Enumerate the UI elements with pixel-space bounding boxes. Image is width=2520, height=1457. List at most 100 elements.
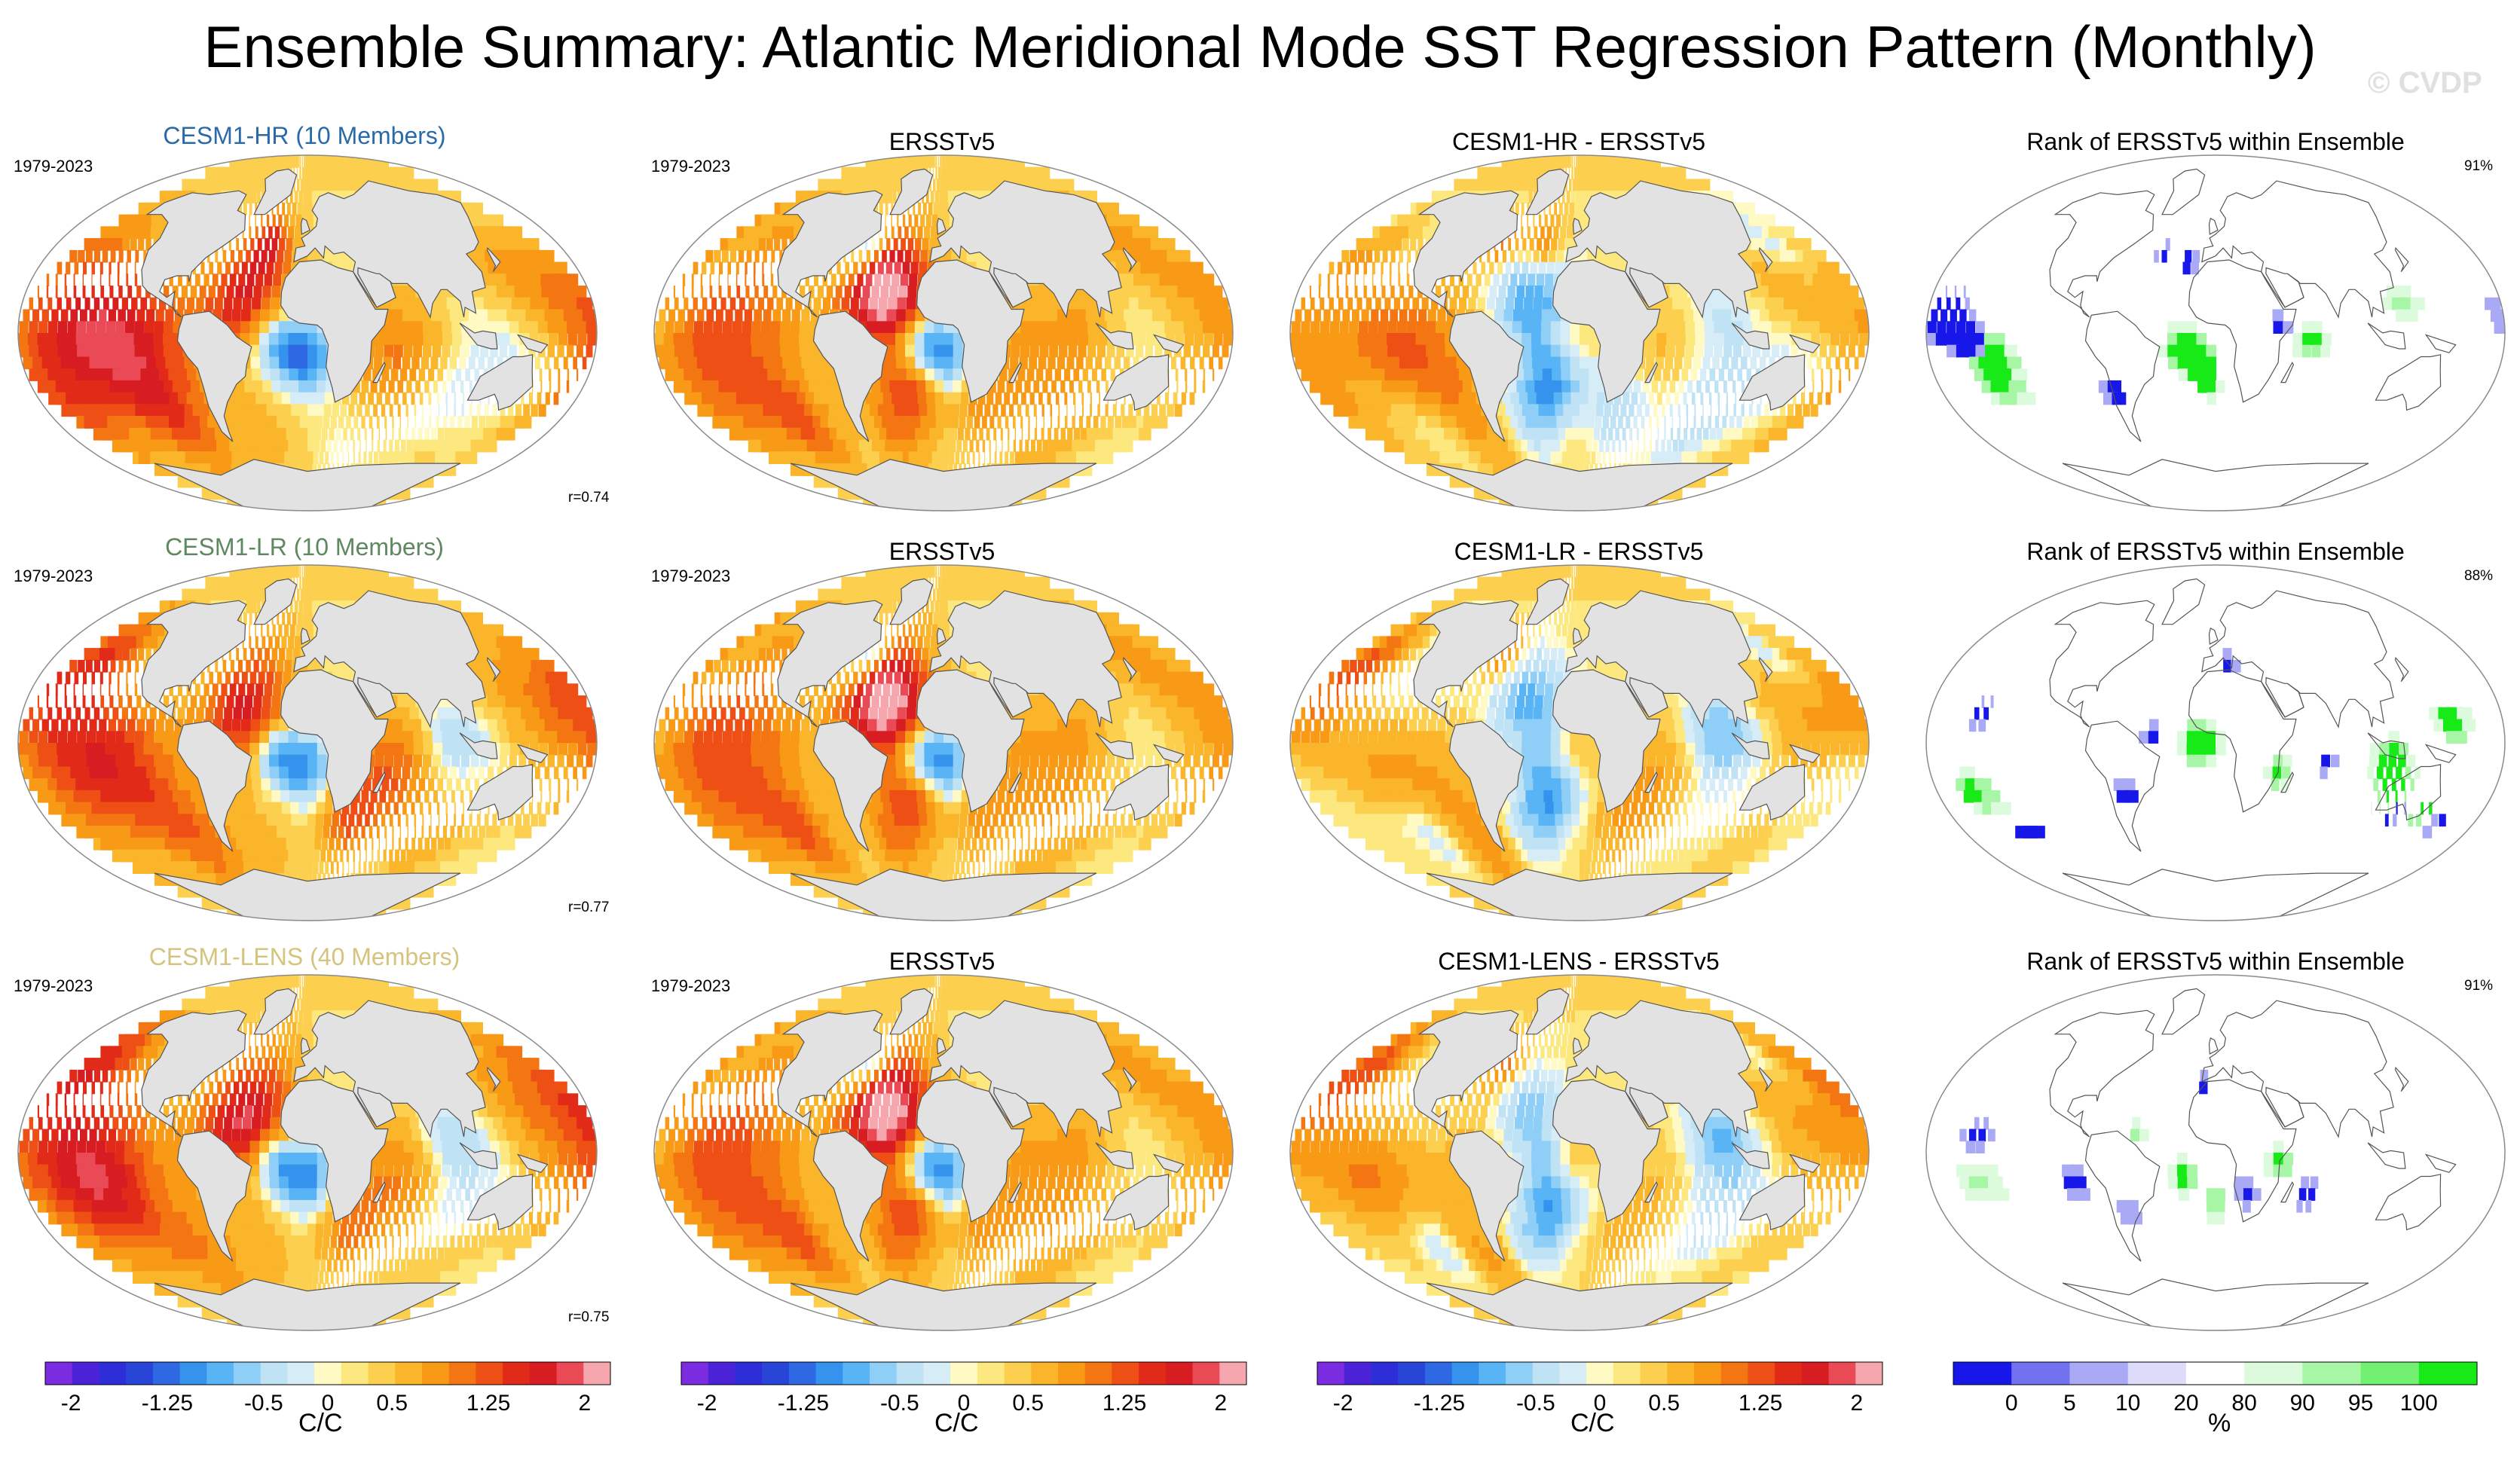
colorbar-swatch bbox=[708, 1362, 736, 1385]
colorbar-tick-label: -0.5 bbox=[880, 1391, 919, 1416]
colorbar-swatch bbox=[815, 1362, 843, 1385]
new-guinea-landmass bbox=[2424, 1153, 2457, 1173]
colorbar-swatch bbox=[1748, 1362, 1775, 1385]
madagascar-landmass bbox=[1644, 771, 1659, 793]
madagascar-landmass bbox=[2280, 362, 2295, 383]
colorbar-swatch bbox=[206, 1362, 234, 1385]
japan-landmass bbox=[1122, 246, 1137, 273]
japan-landmass bbox=[486, 246, 501, 273]
north-america-landmass bbox=[2049, 600, 2155, 728]
antarctica-landmass bbox=[790, 1278, 1097, 1330]
colorbar-swatch bbox=[950, 1362, 978, 1385]
new-guinea-landmass bbox=[1788, 1153, 1821, 1173]
colorbar-swatch bbox=[1219, 1362, 1247, 1385]
africa-landmass bbox=[2188, 259, 2297, 403]
eurasia-landmass bbox=[929, 1000, 1122, 1138]
madagascar-landmass bbox=[372, 1181, 387, 1203]
map-outline bbox=[17, 974, 598, 1331]
colorbar-swatch bbox=[503, 1362, 531, 1385]
rank-percent-1: 91% bbox=[2464, 158, 2494, 174]
japan-landmass bbox=[2394, 656, 2409, 683]
rank-colorbar-swatch bbox=[2127, 1362, 2187, 1385]
pattern-correlation-2: r=0.77 bbox=[568, 900, 610, 915]
new-guinea-landmass bbox=[1152, 744, 1185, 763]
colorbar-tick-label: -0.5 bbox=[244, 1391, 283, 1416]
colorbar-swatch bbox=[583, 1362, 611, 1385]
colorbar-swatch bbox=[1667, 1362, 1695, 1385]
arabia-landmass bbox=[1629, 677, 1668, 718]
eurasia-landmass bbox=[929, 590, 1122, 728]
eurasia-landmass bbox=[293, 1000, 486, 1138]
japan-landmass bbox=[486, 1066, 501, 1092]
new-guinea-landmass bbox=[516, 1153, 549, 1173]
map-diff-hr bbox=[1289, 154, 1870, 512]
indonesia-landmass bbox=[459, 1142, 498, 1169]
colorbar-tick-label: -2 bbox=[1333, 1391, 1353, 1416]
rank-colorbar-tick-label: 95 bbox=[2348, 1391, 2373, 1416]
uk-landmass bbox=[936, 1037, 947, 1055]
eurasia-landmass bbox=[1565, 180, 1758, 319]
colorbar-tick-label: -1.25 bbox=[778, 1391, 829, 1416]
pattern-correlation-1: r=0.74 bbox=[568, 490, 610, 506]
africa-landmass bbox=[916, 259, 1025, 403]
colorbar-swatch bbox=[1058, 1362, 1086, 1385]
colorbar-swatch bbox=[395, 1362, 423, 1385]
uk-landmass bbox=[2208, 218, 2219, 235]
period-model-3: 1979-2023 bbox=[14, 976, 93, 995]
antarctica-landmass bbox=[154, 869, 461, 921]
australia-landmass bbox=[1102, 1174, 1170, 1231]
new-guinea-landmass bbox=[1788, 334, 1821, 353]
colorbar-swatch bbox=[314, 1362, 342, 1385]
map-rank-hr bbox=[1925, 154, 2506, 512]
new-guinea-landmass bbox=[1152, 334, 1185, 353]
colorbar-swatch bbox=[368, 1362, 396, 1385]
colorbar-swatch bbox=[1165, 1362, 1194, 1385]
colorbar-swatch bbox=[476, 1362, 503, 1385]
colorbar-swatch bbox=[448, 1362, 476, 1385]
colorbar-unit-1: C/C bbox=[298, 1409, 343, 1437]
map-rank-lr bbox=[1925, 564, 2506, 921]
eurasia-landmass bbox=[1565, 1000, 1758, 1138]
colorbar-tick-label: -2 bbox=[697, 1391, 717, 1416]
map-outline bbox=[1925, 564, 2506, 921]
colorbar-tick-label: 2 bbox=[1851, 1391, 1864, 1416]
colorbar-swatch bbox=[896, 1362, 924, 1385]
japan-landmass bbox=[486, 656, 501, 683]
colorbar-rank: 0 5 10 20 80 90 95 100 bbox=[1953, 1361, 2478, 1416]
period-model-2: 1979-2023 bbox=[14, 567, 93, 585]
australia-landmass bbox=[1102, 764, 1170, 821]
rank-colorbar-swatch bbox=[2185, 1362, 2245, 1385]
colorbar-swatch bbox=[234, 1362, 261, 1385]
pattern-correlation-3: r=0.75 bbox=[568, 1309, 610, 1325]
uk-landmass bbox=[1572, 1037, 1583, 1055]
south-america-landmass bbox=[812, 1130, 888, 1262]
japan-landmass bbox=[1758, 246, 1773, 273]
arabia-landmass bbox=[993, 267, 1032, 308]
australia-landmass bbox=[466, 764, 534, 821]
madagascar-landmass bbox=[1008, 1181, 1023, 1203]
north-america-landmass bbox=[2049, 190, 2155, 318]
rank-colorbar-tick-label: 80 bbox=[2231, 1391, 2256, 1416]
colorbar-swatch bbox=[1801, 1362, 1830, 1385]
greenland-landmass bbox=[253, 988, 298, 1035]
colorbar-swatch bbox=[72, 1362, 99, 1385]
indonesia-landmass bbox=[1731, 732, 1770, 759]
colorbar-swatch bbox=[1694, 1362, 1722, 1385]
madagascar-landmass bbox=[2280, 771, 2295, 793]
colorbar-swatch bbox=[1139, 1362, 1167, 1385]
south-america-landmass bbox=[176, 1130, 252, 1262]
new-guinea-landmass bbox=[516, 744, 549, 763]
panel-title-model-1: CESM1-HR (10 Members) bbox=[163, 122, 446, 149]
greenland-landmass bbox=[1525, 988, 1570, 1035]
uk-landmass bbox=[936, 628, 947, 645]
japan-landmass bbox=[1122, 1066, 1137, 1092]
south-america-landmass bbox=[176, 310, 252, 442]
uk-landmass bbox=[300, 628, 310, 645]
period-obs-3: 1979-2023 bbox=[651, 976, 731, 995]
australia-landmass bbox=[2375, 354, 2442, 411]
panel-title-model-2: CESM1-LR (10 Members) bbox=[165, 533, 444, 561]
rank-colorbar-swatch bbox=[2302, 1362, 2361, 1385]
colorbar-swatch bbox=[341, 1362, 369, 1385]
indonesia-landmass bbox=[2367, 732, 2406, 759]
north-america-landmass bbox=[1413, 600, 1519, 728]
